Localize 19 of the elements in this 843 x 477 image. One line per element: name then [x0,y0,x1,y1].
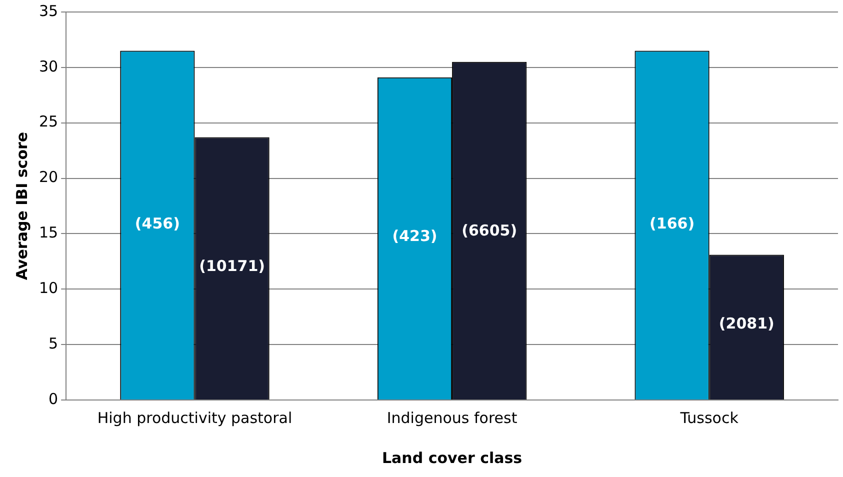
y-tick-label: 35 [38,2,58,20]
y-tick-label: 15 [38,224,58,242]
annotation: (166) [650,214,695,233]
y-tick-label: 5 [48,334,58,352]
y-axis-title: Average IBI score [12,132,31,280]
x-axis-title: Land cover class [382,448,522,467]
annotation: (10171) [199,256,265,275]
y-tick-label: 30 [38,57,58,76]
annotation: (6605) [462,221,518,240]
x-tick-label: Indigenous forest [386,408,518,427]
y-tick-label: 25 [38,112,58,131]
x-tick-label: Tussock [679,408,739,427]
y-tick-label: 20 [38,168,58,186]
y-tick-label: 0 [48,390,58,408]
annotation: (2081) [718,314,774,333]
x-tick-label: High productivity pastoral [97,408,292,427]
annotation: (423) [392,226,438,245]
y-tick-label: 10 [38,279,58,298]
annotation: (456) [134,214,180,233]
